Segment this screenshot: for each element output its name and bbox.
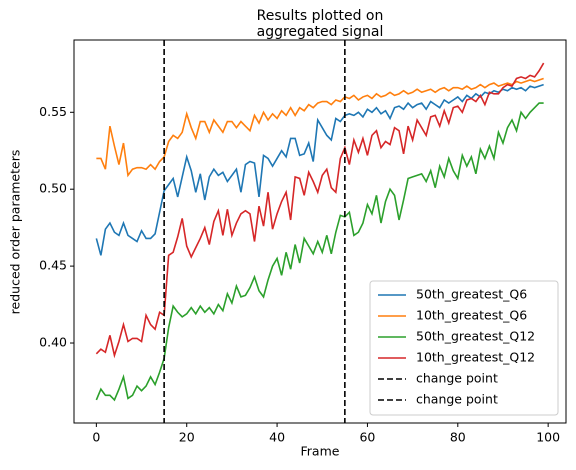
series-line (95, 102, 544, 402)
legend-label: change point (416, 371, 498, 386)
legend-label: change point (416, 392, 498, 407)
x-tick-label: 100 (536, 430, 560, 445)
y-tick-label: 0.45 (39, 258, 67, 273)
chart-title: aggregated signal (257, 24, 384, 40)
y-tick-label: 0.40 (39, 335, 67, 350)
series-line (96, 77, 544, 178)
y-tick-label: 0.55 (39, 104, 67, 119)
legend-label: 50th_greatest_Q12 (416, 329, 535, 344)
legend-label: 10th_greatest_Q12 (416, 350, 535, 365)
chart-title: Results plotted on (257, 8, 384, 24)
series-line (95, 83, 544, 256)
legend-label: 10th_greatest_Q6 (416, 308, 527, 323)
x-axis-label: Frame (301, 444, 340, 459)
legend-label: 50th_greatest_Q6 (416, 287, 527, 302)
x-tick-label: 20 (179, 430, 195, 445)
x-tick-label: 0 (92, 430, 100, 445)
x-tick-label: 60 (359, 430, 375, 445)
plot-frame (73, 39, 567, 424)
x-tick-label: 40 (269, 430, 285, 445)
series-line (95, 62, 545, 359)
y-axis-label: reduced order parameters (8, 150, 23, 315)
y-tick-label: 0.50 (39, 181, 67, 196)
x-tick-label: 80 (450, 430, 466, 445)
legend-box (369, 280, 559, 416)
